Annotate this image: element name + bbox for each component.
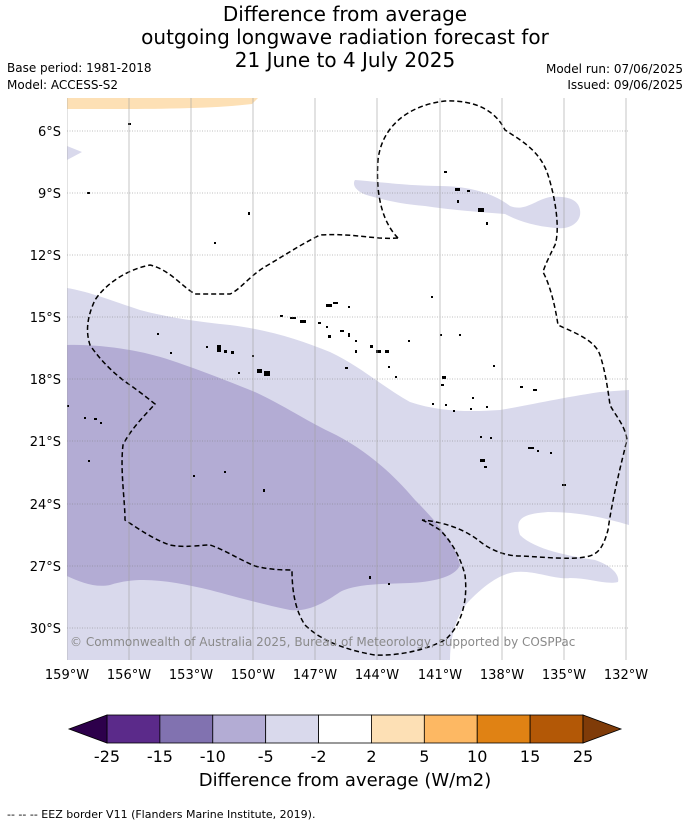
map-area: © Commonwealth of Australia 2025, Bureau… <box>67 98 629 660</box>
colorbar-title: Difference from average (W/m2) <box>198 770 492 791</box>
lon-label: 132°W <box>604 668 648 683</box>
lon-label: 150°W <box>231 668 275 683</box>
colorbar-tick-label: -2 <box>311 747 327 766</box>
lon-label: 141°W <box>418 668 462 683</box>
colorbar-segment <box>476 714 531 744</box>
colorbar-tick-label: -5 <box>258 747 274 766</box>
colorbar-tick-label: 10 <box>467 747 487 766</box>
meridians <box>67 98 627 660</box>
eez-border-southwest <box>86 233 467 656</box>
colorbar-segment <box>371 714 425 744</box>
colorbar-tick-label: 15 <box>520 747 540 766</box>
title-line-3: 21 June to 4 July 2025 <box>234 48 456 72</box>
lon-label: 153°W <box>169 668 213 683</box>
eez-border-northeast <box>376 100 628 560</box>
lat-label: 12°S <box>30 249 61 264</box>
colorbar-tick-label: -25 <box>94 747 120 766</box>
island-markers <box>67 123 566 585</box>
colorbar-tick-label: 5 <box>419 747 429 766</box>
colorbar-segment <box>265 714 319 744</box>
issued-date: Issued: 09/06/2025 <box>567 78 683 92</box>
lat-label: 15°S <box>30 311 61 326</box>
lon-label: 138°W <box>480 668 524 683</box>
lat-label: 30°S <box>30 622 61 637</box>
colorbar: -25 -15 -10 -5 -2 2 5 10 15 25 <box>67 714 623 766</box>
colorbar-segment <box>423 714 478 744</box>
colorbar-segment <box>529 714 584 744</box>
model-run: Model run: 07/06/2025 <box>545 62 683 76</box>
lon-label: 156°W <box>107 668 151 683</box>
colorbar-tick-label: 25 <box>573 747 593 766</box>
lon-label: 144°W <box>355 668 399 683</box>
colorbar-tick-labels: -25 -15 -10 -5 -2 2 5 10 15 25 <box>94 747 593 766</box>
lon-label: 159°W <box>45 668 89 683</box>
copyright-notice: © Commonwealth of Australia 2025, Bureau… <box>70 635 575 649</box>
colorbar-segment <box>106 714 161 744</box>
lon-label: 135°W <box>542 668 586 683</box>
latitude-labels: 6°S 9°S 12°S 15°S 18°S 21°S 24°S 27°S 30… <box>30 125 61 637</box>
eez-border <box>86 100 628 656</box>
model-name: Model: ACCESS-S2 <box>7 78 119 92</box>
colorbar-tick-label: -15 <box>147 747 173 766</box>
colorbar-extend-low <box>67 714 108 744</box>
lat-label: 18°S <box>30 373 61 388</box>
title-line-2: outgoing longwave radiation forecast for <box>141 25 549 49</box>
anomaly-region-light-west <box>67 146 82 160</box>
anomaly-region-positive <box>67 98 258 109</box>
colorbar-tick-label: 2 <box>366 747 376 766</box>
longitude-labels: 159°W 156°W 153°W 150°W 147°W 144°W 141°… <box>45 668 648 683</box>
colorbar-extend-high <box>582 714 623 744</box>
colorbar-segment <box>212 714 267 744</box>
title-line-1: Difference from average <box>222 2 468 26</box>
lat-label: 9°S <box>38 187 61 202</box>
colorbar-tick-label: -10 <box>200 747 226 766</box>
lon-label: 147°W <box>293 668 337 683</box>
lat-label: 21°S <box>30 435 61 450</box>
lat-label: 27°S <box>30 560 61 575</box>
colorbar-segments <box>106 714 584 744</box>
base-period: Base period: 1981-2018 <box>7 61 152 75</box>
lat-label: 24°S <box>30 498 61 513</box>
colorbar-segment <box>318 714 372 744</box>
eez-footnote: -- -- -- EEZ border V11 (Flanders Marine… <box>7 808 316 821</box>
gridlines <box>67 130 629 629</box>
lat-label: 6°S <box>38 125 61 140</box>
anomaly-region-light-north <box>353 180 581 229</box>
colorbar-segment <box>159 714 214 744</box>
